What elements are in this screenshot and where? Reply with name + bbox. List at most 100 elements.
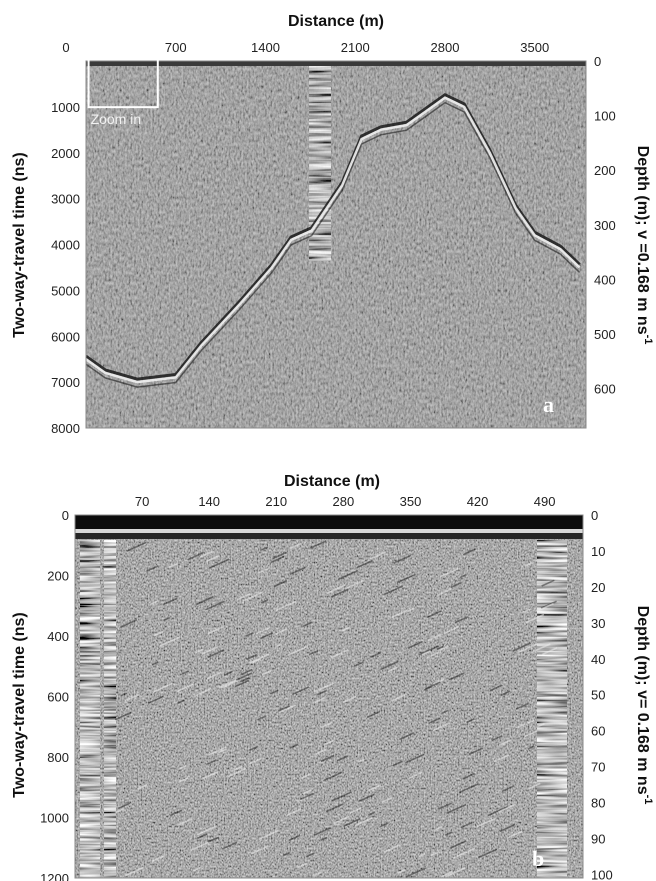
reflection-streak — [540, 600, 557, 609]
reflection-streak — [330, 588, 349, 598]
reflection-streak — [357, 758, 365, 764]
reflection-streak — [126, 541, 147, 552]
reflection-streak — [397, 869, 406, 874]
b-x-tick-label: 490 — [534, 494, 556, 509]
reflection-streak — [426, 610, 443, 619]
reflection-streak — [358, 793, 375, 802]
a-y-tick-label: 2000 — [51, 146, 80, 161]
reflection-streak — [314, 682, 334, 693]
reflection-streak — [261, 669, 272, 676]
reflection-streak — [249, 653, 270, 664]
reflection-streak — [239, 676, 250, 683]
b-y2-tick-label: 0 — [591, 508, 598, 523]
reflection-streak — [255, 626, 271, 635]
reflection-streak — [288, 834, 301, 842]
reflection-streak — [260, 632, 274, 640]
reflection-streak — [418, 645, 439, 656]
reflection-streak — [151, 855, 165, 863]
reflection-streak — [452, 851, 467, 860]
reflector-a-secondary — [86, 101, 581, 388]
reflection-streak — [150, 599, 159, 605]
reflection-streak — [527, 719, 535, 725]
reflection-streak — [221, 679, 239, 689]
reflection-streak — [528, 782, 541, 790]
b-x-tick-label: 350 — [400, 494, 422, 509]
reflection-streak — [441, 709, 449, 715]
b-y2-tick-label: 40 — [591, 652, 605, 667]
y2-axis-title-b-main: Depth (m); v= 0.168 m ns — [634, 606, 651, 795]
x-axis-title-a: Distance (m) — [288, 13, 384, 30]
reflection-streak — [464, 548, 477, 555]
reflection-streak — [177, 699, 185, 704]
radargram-a — [86, 61, 586, 428]
b-y2-tick-label: 30 — [591, 616, 605, 631]
reflection-streak — [302, 621, 313, 628]
reflection-streak — [450, 581, 463, 589]
reflection-streak — [476, 817, 497, 828]
reflection-streak — [500, 690, 511, 697]
reflection-streak — [405, 867, 427, 878]
reflection-streak — [196, 825, 217, 836]
reflection-streak — [289, 743, 299, 749]
reflection-streak — [206, 759, 217, 765]
reflection-streak — [437, 802, 452, 810]
reflection-streak — [237, 593, 251, 601]
a-y-tick-label: 5000 — [51, 283, 80, 298]
reflection-streak — [274, 643, 283, 648]
reflection-streak — [278, 704, 297, 714]
radargram-a-top-band — [86, 61, 586, 66]
reflection-streak — [218, 748, 227, 754]
reflection-streak — [250, 845, 269, 855]
reflection-streak — [512, 642, 531, 652]
reflection-streak — [446, 803, 467, 815]
reflection-streak — [258, 567, 271, 574]
reflection-streak — [207, 836, 220, 843]
reflection-streak — [336, 755, 349, 762]
b-y-tick-label: 1200 — [40, 871, 69, 881]
reflection-streak — [499, 823, 516, 833]
reflection-streak — [137, 784, 148, 790]
a-x-tick-label: 1400 — [251, 40, 280, 55]
reflector-a-highlight — [86, 96, 581, 384]
reflection-streak — [379, 822, 389, 828]
reflection-streak — [467, 847, 476, 853]
a-y2-tick-label: 500 — [594, 327, 616, 342]
y2-axis-title-b-sup: -1 — [642, 795, 654, 805]
reflection-streak — [525, 613, 545, 624]
reflection-streak — [218, 679, 237, 689]
reflection-streak — [342, 695, 357, 703]
reflection-streak — [208, 746, 227, 756]
b-y2-tick-label: 100 — [591, 867, 613, 881]
b-y2-tick-label: 10 — [591, 544, 605, 559]
reflection-streak — [527, 745, 535, 750]
reflection-streak — [300, 774, 310, 780]
reflection-streak — [541, 647, 558, 656]
y2-axis-title-a-main: Depth (m); v =0.168 m ns — [634, 146, 651, 335]
reflection-streak — [435, 825, 443, 831]
reflection-streak — [181, 670, 190, 675]
reflection-streak — [275, 628, 288, 635]
reflection-streak — [356, 559, 374, 569]
reflection-streak — [287, 645, 309, 656]
reflection-streak — [118, 802, 131, 810]
reflection-streak — [286, 808, 302, 817]
x-axis-title-b: Distance (m) — [284, 473, 380, 490]
zoom-in-label: Zoom in — [91, 111, 142, 127]
reflection-streak — [249, 745, 259, 752]
reflection-streak — [462, 772, 476, 780]
a-y2-tick-label: 200 — [594, 163, 616, 178]
b-x-tick-label: 210 — [265, 494, 287, 509]
radargram-a-noise — [86, 61, 586, 428]
reflection-streak — [162, 597, 178, 606]
reflection-streak — [399, 731, 415, 741]
reflection-streak — [163, 616, 170, 622]
radargram-b-direct-wave — [75, 515, 583, 529]
reflection-streak — [291, 686, 310, 696]
reflection-streak — [396, 573, 416, 584]
reflection-streak — [205, 555, 220, 563]
reflection-streak — [326, 584, 346, 595]
reflection-streak — [227, 767, 247, 778]
reflection-streak — [190, 841, 210, 852]
b-y-tick-label: 600 — [47, 690, 69, 705]
reflection-streak — [275, 600, 297, 612]
